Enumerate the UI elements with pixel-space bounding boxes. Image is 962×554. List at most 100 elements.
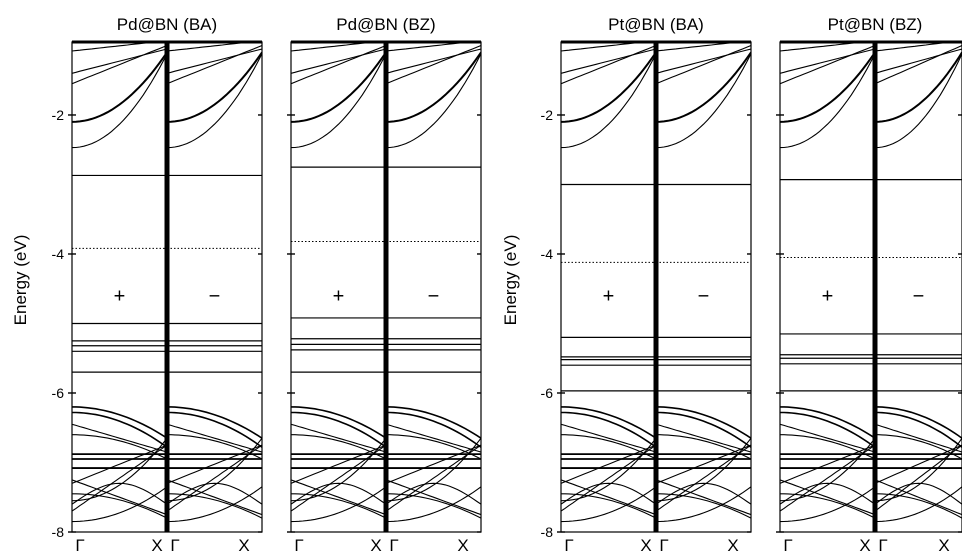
- panel-1-y-tick-label-3: -6: [52, 385, 65, 401]
- panel-2-conduction-band-up-2: [291, 51, 387, 123]
- panel-3-conduction-band-down-1: [655, 53, 751, 149]
- panel-4-valence-band-up-6: [780, 444, 876, 512]
- panel-1-conduction-band-down-2: [166, 51, 262, 123]
- panel-1-bands: [72, 42, 262, 523]
- panel-1-k-label-1: Γ: [75, 536, 84, 554]
- panel-3-valence-band-down-6: [655, 444, 751, 512]
- panel-2-valence-band-up-5: [291, 437, 387, 502]
- panel-3-valence-band-down-9: [655, 482, 751, 505]
- panel-3-valence-band-up-9: [561, 482, 657, 505]
- panel-1-conduction-band-up-4: [72, 48, 168, 74]
- panel-1-valence-band-down-2: [167, 411, 262, 448]
- panel-1-conduction-band-up-1: [72, 53, 168, 149]
- panel-1-conduction-band-down-1: [166, 53, 262, 149]
- panel-1-spin-label-up: +: [114, 286, 126, 308]
- panel-2-k-label-4: X: [457, 536, 468, 554]
- panel-3-valence-band-up-10: [561, 486, 657, 523]
- panel-4-valence-band-down-8: [874, 444, 962, 484]
- panel-1-valence-band-up-8: [72, 444, 168, 484]
- panel-4-valence-band-down-7: [874, 479, 962, 516]
- panel-2-k-label-1: Γ: [294, 536, 303, 554]
- panel-3-valence-band-up-1: [561, 406, 657, 439]
- panel-3-valence-band-up-7: [561, 479, 657, 516]
- panel-2-valence-band-down-2: [386, 411, 481, 448]
- panel-1-valence-band-down-1: [167, 406, 262, 439]
- panel-3-valence-band-down-1: [656, 406, 751, 439]
- panel-1-conduction-band-down-4: [166, 48, 262, 74]
- panel-2-conduction-band-down-3: [385, 44, 481, 85]
- panel-2-valence-band-down-9: [385, 482, 481, 505]
- panel-1-valence-band-up-5: [72, 437, 168, 502]
- panel-3-conduction-band-up-3: [561, 44, 657, 85]
- panel-3-valence-band-up-3: [561, 423, 657, 453]
- panel-4-conduction-band-down-3: [874, 44, 962, 85]
- panel-4-valence-band-up-10: [780, 486, 876, 523]
- panel-2-conduction-band-up-4: [291, 48, 387, 74]
- panel-1-conduction-band-down-3: [166, 44, 262, 85]
- panel-3-valence-band-down-7: [655, 479, 751, 516]
- panel-4-conduction-band-up-3: [780, 44, 876, 85]
- panel-3-valence-band-down-3: [655, 423, 751, 453]
- panel-2-k-label-3: Γ: [389, 536, 398, 554]
- panel-2-conduction-band-down-1: [385, 53, 481, 149]
- panel-1-valence-band-down-11: [167, 493, 262, 519]
- panel-4-conduction-band-up-1: [780, 53, 876, 149]
- y-axis-label-left: Energy (eV): [11, 235, 30, 326]
- panel-4-conduction-band-down-1: [874, 53, 962, 149]
- panel-4-valence-band-up-3: [780, 423, 876, 453]
- panel-2-valence-band-up-11: [291, 493, 387, 519]
- panel-3-y-tick-label-1: -2: [541, 107, 554, 123]
- panel-4-valence-band-down-11: [875, 493, 962, 519]
- panel-4-valence-band-up-9: [780, 482, 876, 505]
- panel-2-valence-band-down-5: [385, 437, 481, 502]
- panel-4-valence-band-up-1: [780, 406, 876, 439]
- panel-3-conduction-band-down-2: [655, 51, 751, 123]
- panel-3-valence-band-up-2: [561, 411, 657, 448]
- panel-4-spin-label-up: +: [822, 286, 834, 308]
- panel-1-spin-label-down: −: [209, 286, 221, 308]
- panel-1-title: Pd@BN (BA): [117, 15, 217, 34]
- panel-3-valence-band-up-8: [561, 444, 657, 484]
- panel-1-valence-band-down-5: [166, 437, 262, 502]
- panel-3-y-tick-label-2: -4: [541, 246, 554, 262]
- panel-2-valence-band-down-1: [386, 406, 481, 439]
- panel-3-conduction-band-up-4: [561, 48, 657, 74]
- panel-1-valence-band-up-11: [72, 493, 168, 519]
- panel-4-conduction-band-down-2: [874, 51, 962, 123]
- panel-2-valence-band-down-11: [386, 493, 481, 519]
- panel-2-valence-band-down-8: [385, 444, 481, 484]
- panel-1-valence-band-down-3: [166, 423, 262, 453]
- panel-2-valence-band-up-2: [291, 411, 387, 448]
- panel-2-valence-band-down-10: [385, 486, 481, 523]
- panel-3-conduction-band-up-1: [561, 53, 657, 149]
- panel-1-y-tick-label-2: -4: [52, 246, 65, 262]
- panel-2-valence-band-up-9: [291, 482, 387, 505]
- panel-2-spin-label-up: +: [333, 286, 345, 308]
- panel-4-valence-band-up-11: [780, 493, 876, 519]
- panel-1-valence-band-up-7: [72, 479, 168, 516]
- panel-3-k-label-1: Γ: [564, 536, 573, 554]
- panel-3-valence-band-up-5: [561, 437, 657, 502]
- panel-1-valence-band-up-6: [72, 444, 168, 512]
- panel-2-conduction-band-up-1: [291, 53, 387, 149]
- panel-2-valence-band-up-1: [291, 406, 387, 439]
- panel-3-conduction-band-up-2: [561, 51, 657, 123]
- panel-2-valence-band-up-6: [291, 444, 387, 512]
- panel-4-valence-band-up-5: [780, 437, 876, 502]
- y-axis-label-right: Energy (eV): [501, 235, 520, 326]
- panel-1-conduction-band-up-3: [72, 44, 168, 85]
- panel-2-bands: [291, 42, 481, 523]
- panel-4-bands: [780, 42, 962, 523]
- panel-4-valence-band-up-7: [780, 479, 876, 516]
- panel-1-valence-band-up-2: [72, 411, 168, 448]
- panel-1-conduction-band-up-2: [72, 51, 168, 123]
- panel-2-valence-band-up-10: [291, 486, 387, 523]
- panel-4-conduction-band-up-2: [780, 51, 876, 123]
- panel-4-valence-band-down-3: [874, 423, 962, 453]
- panel-2-valence-band-down-7: [385, 479, 481, 516]
- panel-2-spin-label-down: −: [428, 286, 440, 308]
- panel-3-bands: [561, 42, 751, 523]
- panel-4-k-label-2: X: [859, 536, 870, 554]
- panel-1-valence-band-up-3: [72, 423, 168, 453]
- panel-1-valence-band-down-6: [166, 444, 262, 512]
